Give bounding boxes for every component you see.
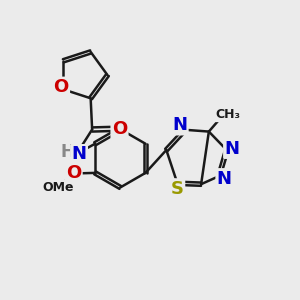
Text: OMe: OMe [42,181,74,194]
Text: O: O [112,120,127,138]
Text: CH₃: CH₃ [215,108,240,121]
Text: N: N [72,146,87,164]
Text: S: S [171,180,184,198]
Text: N: N [172,116,187,134]
Text: H: H [60,143,74,161]
Text: N: N [217,169,232,188]
Text: O: O [53,78,69,96]
Text: O: O [66,164,81,182]
Text: N: N [224,140,239,158]
